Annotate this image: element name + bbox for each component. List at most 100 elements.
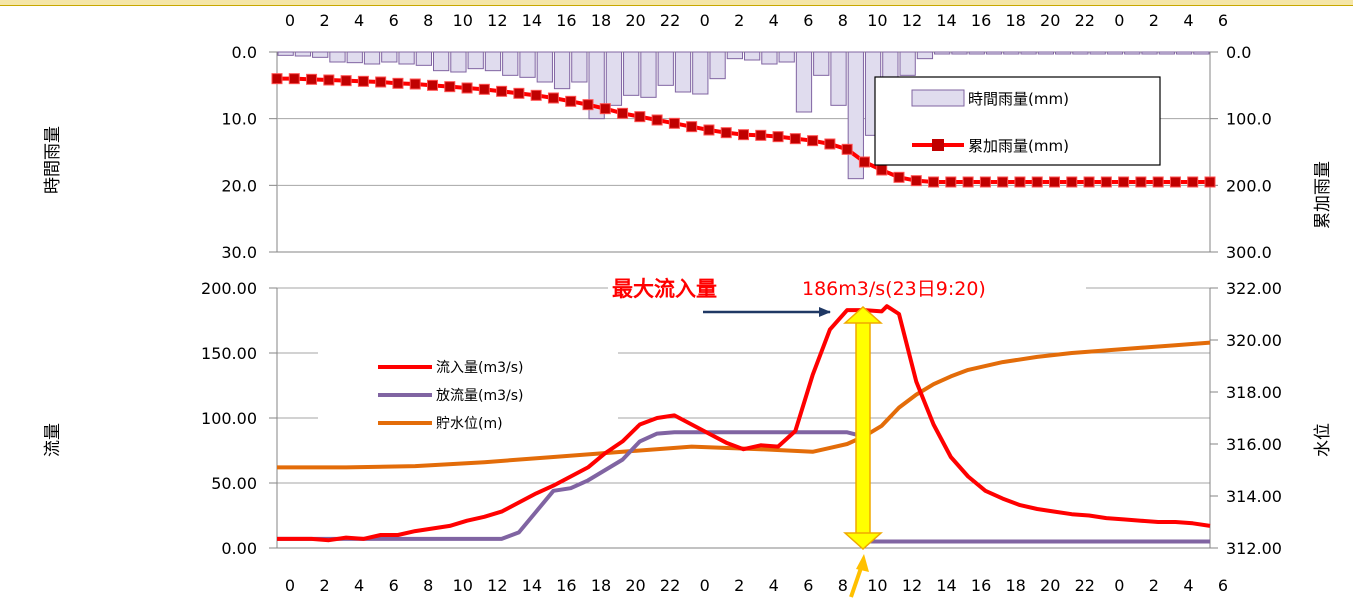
- top-x-tick-label: 22: [1075, 11, 1095, 30]
- bottom-x-axis-ticks: 0 2 4 6 8 10 12 14 16 18 20 22 0 2 4 6 8 10 12 14 16 18 20 22 0 2…: [285, 576, 1228, 595]
- bottom-x-tick-label: 2: [1149, 576, 1159, 595]
- cumulative-rain-marker: [478, 83, 490, 95]
- bottom-x-tick-label: 12: [487, 576, 507, 595]
- legend-cumulative-rain-label: 累加雨量(mm): [968, 137, 1069, 155]
- cumulative-rain-marker: [997, 176, 1009, 188]
- top-border-band: [0, 0, 1353, 6]
- hourly-rain-bar: [623, 51, 640, 96]
- hourly-rain-bar: [692, 51, 709, 95]
- cumulative-rain-marker: [306, 73, 318, 85]
- cumulative-rain-marker: [582, 99, 594, 111]
- hourly-rain-bar: [502, 51, 519, 76]
- cumulative-rain-marker: [427, 79, 438, 91]
- cumulative-rain-marker: [686, 121, 698, 133]
- rainfall-right-tick-label: 200.0: [1226, 176, 1272, 195]
- flow-left-ticks: 0.00 50.00 100.00 150.00 200.00: [201, 279, 257, 558]
- cumulative-rain-marker: [375, 76, 387, 88]
- hourly-rain-bar: [312, 51, 329, 58]
- cumulative-rain-marker: [703, 124, 715, 136]
- cumulative-rain-marker: [962, 176, 974, 188]
- top-x-tick-label: 16: [971, 11, 991, 30]
- cumulative-rain-marker: [910, 175, 922, 187]
- top-x-tick-label: 8: [838, 11, 848, 30]
- cumulative-rain-marker: [1100, 176, 1112, 188]
- cumulative-rain-marker: [634, 111, 646, 123]
- rainfall-left-tick-label: 20.0: [221, 176, 257, 195]
- cumulative-rain-marker: [271, 73, 283, 85]
- hourly-rain-bar: [726, 51, 744, 60]
- cumulative-rain-marker: [1152, 176, 1164, 188]
- hourly-rain-bar: [1089, 51, 1106, 55]
- flow-left-tick-label: 0.00: [221, 539, 257, 558]
- cumulative-rain-marker: [1031, 176, 1043, 188]
- cumulative-rain-marker: [1135, 176, 1147, 188]
- hourly-rain-bar: [1020, 51, 1037, 55]
- flow-left-tick-label: 150.00: [201, 344, 257, 363]
- bottom-x-tick-label: 0: [1114, 576, 1124, 595]
- bottom-x-tick-label: 14: [522, 576, 542, 595]
- cumulative-rain-marker: [461, 82, 473, 94]
- hourly-rain-bar: [398, 51, 415, 65]
- bottom-x-tick-label: 8: [838, 576, 848, 595]
- rainfall-right-tick-label: 300.0: [1226, 243, 1272, 262]
- max-inflow-annotation-value: 186m3/s(23日9:20): [802, 278, 986, 300]
- top-x-tick-label: 14: [936, 11, 956, 30]
- hourly-rain-bar: [674, 51, 692, 93]
- hourly-rain-bar: [571, 51, 588, 83]
- rainfall-right-ticks: 0.0 100.0 200.0 300.0: [1226, 43, 1272, 262]
- cumulative-rain-marker: [323, 74, 335, 86]
- hourly-rain-bar: [329, 51, 346, 63]
- cumulative-rain-marker: [357, 75, 369, 87]
- hourly-rain-axis-title: 時間雨量: [43, 126, 63, 194]
- water-level-right-tick-label: 312.00: [1226, 539, 1282, 558]
- water-level-right-tick-label: 316.00: [1226, 435, 1282, 454]
- water-level-right-tick-label: 318.00: [1226, 383, 1282, 402]
- cumulative-rain-marker: [617, 107, 629, 119]
- water-level-right-tick-label: 320.00: [1226, 331, 1282, 350]
- cumulative-rain-marker: [392, 77, 404, 89]
- cumulative-rain-marker: [772, 131, 784, 143]
- water-level-axis-title: 水位: [1313, 423, 1333, 457]
- top-x-tick-label: 18: [1005, 11, 1025, 30]
- legend-water-level-label: 貯水位(m): [436, 416, 503, 432]
- cumulative-rain-marker: [1187, 176, 1199, 188]
- top-x-tick-label: 0: [285, 11, 295, 30]
- bottom-x-tick-label: 22: [1075, 576, 1095, 595]
- cumulative-rain-marker: [945, 176, 957, 188]
- flow-left-tick-label: 200.00: [201, 279, 257, 298]
- inflow-line: [277, 304, 1211, 543]
- cumulative-rain-marker: [876, 164, 888, 176]
- cumulative-rain-marker: [547, 92, 559, 104]
- top-x-tick-label: 20: [625, 11, 645, 30]
- rainfall-left-tick-label: 30.0: [221, 243, 257, 262]
- flow-reduction-double-arrow: [843, 305, 883, 551]
- hourly-rain-bar: [450, 51, 467, 73]
- hourly-rain-bar: [363, 51, 381, 65]
- cumulative-rain-axis-title: 累加雨量: [1313, 161, 1333, 229]
- hourly-rain-bar: [761, 51, 778, 65]
- top-x-tick-label: 4: [769, 11, 779, 30]
- water-level-right-tick-label: 314.00: [1226, 487, 1282, 506]
- hourly-rain-bar: [381, 51, 398, 63]
- hourly-rain-bar: [968, 51, 985, 55]
- cumulative-rain-marker: [340, 75, 352, 87]
- hourly-rain-bar: [1124, 51, 1141, 55]
- top-x-tick-label: 2: [1149, 11, 1159, 30]
- cumulative-rain-marker: [1118, 176, 1130, 188]
- hourly-rain-bar: [640, 51, 657, 98]
- flow-legend: 流入量(m3/s) 放流量(m3/s) 貯水位(m): [318, 350, 618, 440]
- bottom-x-tick-label: 22: [660, 576, 680, 595]
- hourly-rain-bar: [277, 51, 294, 56]
- bottom-x-tick-label: 16: [971, 576, 991, 595]
- legend-cumulative-rain-marker: [932, 139, 944, 151]
- top-x-tick-label: 12: [902, 11, 922, 30]
- rainfall-panel: 0.0 10.0 20.0 30.0 0.0 100.0 200.0 300.0 時間雨量(…: [43, 43, 1333, 262]
- cumulative-rain-marker: [1014, 176, 1026, 188]
- hourly-rain-bar: [1037, 51, 1054, 55]
- bottom-x-tick-label: 18: [591, 576, 611, 595]
- cumulative-rain-marker: [1049, 176, 1060, 188]
- rainfall-right-tick-label: 100.0: [1226, 110, 1272, 129]
- top-x-tick-label: 12: [487, 11, 507, 30]
- cumulative-rain-marker: [841, 143, 853, 155]
